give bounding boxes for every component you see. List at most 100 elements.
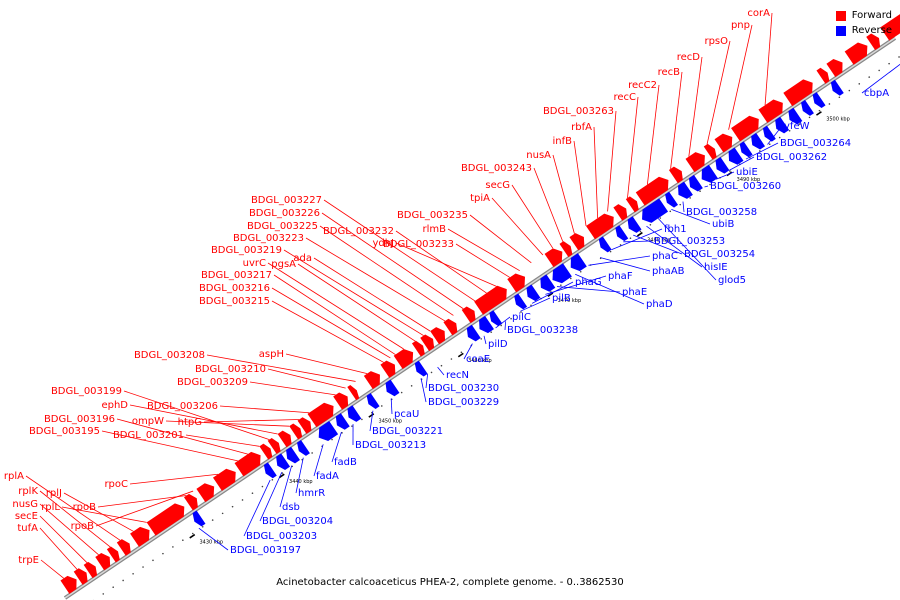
reverse-gene[interactable] [638, 198, 669, 226]
gene-label[interactable]: BDGL_003264 [780, 138, 851, 149]
gene-label[interactable]: BDGL_003227 [251, 195, 322, 206]
gene-label[interactable]: phaAB [652, 266, 685, 277]
gene-label[interactable]: BDGL_003229 [428, 397, 499, 408]
gene-label[interactable]: BDGL_003196 [44, 414, 115, 425]
forward-gene[interactable] [430, 324, 449, 345]
gene-label[interactable]: infB [553, 136, 573, 147]
forward-gene[interactable] [569, 230, 588, 251]
forward-gene[interactable] [297, 415, 315, 434]
gene-label[interactable]: pilB [552, 293, 571, 304]
gene-label[interactable]: rpoC [104, 479, 128, 490]
forward-gene[interactable] [703, 142, 720, 160]
gene-label[interactable]: BDGL_003208 [134, 350, 205, 361]
gene-label[interactable]: BDGL_003219 [211, 245, 282, 256]
reverse-gene[interactable] [382, 379, 400, 399]
gene-label[interactable]: secG [485, 180, 510, 191]
forward-gene[interactable] [146, 500, 189, 536]
gene-label[interactable]: BDGL_003235 [397, 210, 468, 221]
gene-label[interactable]: BDGL_003199 [51, 386, 122, 397]
forward-gene[interactable] [277, 428, 295, 448]
forward-gene[interactable] [212, 465, 240, 491]
reverse-gene[interactable] [725, 147, 744, 167]
gene-label[interactable]: recC [613, 92, 636, 103]
forward-gene[interactable] [347, 384, 361, 401]
gene-label[interactable]: cbpA [864, 88, 889, 99]
forward-gene[interactable] [183, 492, 201, 511]
gene-label[interactable]: rpoB [73, 502, 97, 513]
gene-label[interactable]: rplK [18, 486, 38, 497]
gene-label[interactable]: ydhJ [372, 238, 394, 249]
gene-label[interactable]: BDGL_003201 [113, 430, 184, 441]
gene-label[interactable]: ada [293, 253, 312, 264]
gene-label[interactable]: BDGL_003260 [710, 181, 781, 192]
gene-label[interactable]: BDGL_003226 [249, 208, 320, 219]
forward-gene[interactable] [106, 545, 123, 563]
reverse-gene[interactable] [261, 462, 277, 480]
forward-gene[interactable] [844, 39, 872, 65]
reverse-gene[interactable] [294, 439, 310, 458]
gene-label[interactable]: BDGL_003225 [247, 221, 318, 232]
gene-label[interactable]: glod5 [718, 275, 746, 286]
gene-label[interactable]: ubiE [736, 167, 758, 178]
reverse-gene[interactable] [273, 453, 291, 472]
gene-label[interactable]: rlmB [423, 224, 447, 235]
gene-label[interactable]: pnp [731, 20, 750, 31]
forward-gene[interactable] [380, 358, 399, 378]
gene-label[interactable]: BDGL_003221 [372, 426, 443, 437]
gene-label[interactable]: rplA [4, 471, 24, 482]
gene-label[interactable]: coaE [466, 354, 490, 365]
forward-gene[interactable] [307, 399, 338, 428]
reverse-gene[interactable] [283, 446, 300, 466]
gene-label[interactable]: BDGL_003232 [323, 226, 394, 237]
forward-gene[interactable] [668, 164, 686, 184]
gene-label[interactable]: tufA [17, 523, 38, 534]
reverse-gene[interactable] [487, 310, 503, 328]
forward-gene[interactable] [559, 239, 576, 258]
gene-label[interactable]: BDGL_003216 [199, 283, 270, 294]
forward-gene[interactable] [95, 550, 114, 571]
forward-gene[interactable] [880, 5, 900, 41]
forward-gene[interactable] [411, 339, 428, 357]
gene-label[interactable]: trpE [18, 555, 39, 566]
forward-gene[interactable] [685, 149, 710, 173]
forward-gene[interactable] [116, 537, 134, 556]
gene-label[interactable]: dsb [282, 502, 300, 513]
reverse-gene[interactable] [463, 324, 481, 344]
forward-gene[interactable] [83, 560, 100, 579]
gene-label[interactable]: BDGL_003195 [29, 426, 100, 437]
forward-gene[interactable] [289, 422, 305, 440]
gene-label[interactable]: ubiB [712, 219, 734, 230]
forward-gene[interactable] [613, 202, 630, 221]
gene-label[interactable]: BDGL_003233 [383, 239, 454, 250]
reverse-gene[interactable] [712, 156, 730, 176]
forward-gene[interactable] [866, 31, 883, 51]
gene-label[interactable]: phaG [575, 277, 602, 288]
reverse-gene[interactable] [536, 274, 556, 294]
gene-label[interactable]: hmrR [298, 488, 325, 499]
forward-gene[interactable] [586, 210, 618, 240]
gene-label[interactable]: corA [747, 8, 770, 19]
gene-label[interactable]: rpsO [704, 36, 728, 47]
gene-label[interactable]: recN [446, 370, 469, 381]
reverse-gene[interactable] [748, 132, 766, 152]
gene-label[interactable]: BDGL_003213 [355, 440, 426, 451]
gene-label[interactable]: pcaU [394, 409, 419, 420]
forward-gene[interactable] [461, 304, 479, 324]
gene-label[interactable]: BDGL_003209 [177, 377, 248, 388]
reverse-gene[interactable] [737, 141, 753, 159]
gene-label[interactable]: fadA [316, 471, 339, 482]
gene-label[interactable]: BDGL_003263 [543, 106, 614, 117]
forward-gene[interactable] [443, 317, 460, 336]
gene-label[interactable]: BDGL_003223 [233, 233, 304, 244]
forward-gene[interactable] [731, 112, 763, 142]
gene-label[interactable]: BDGL_003253 [654, 236, 725, 247]
forward-gene[interactable] [826, 56, 847, 78]
reverse-gene[interactable] [314, 420, 339, 444]
gene-label[interactable]: aspH [259, 349, 284, 360]
forward-gene[interactable] [625, 195, 642, 213]
gene-label[interactable]: recB [658, 67, 681, 78]
gene-label[interactable]: BDGL_003217 [201, 270, 272, 281]
reverse-gene[interactable] [332, 413, 350, 432]
forward-gene[interactable] [635, 173, 673, 206]
reverse-gene[interactable] [613, 225, 629, 243]
